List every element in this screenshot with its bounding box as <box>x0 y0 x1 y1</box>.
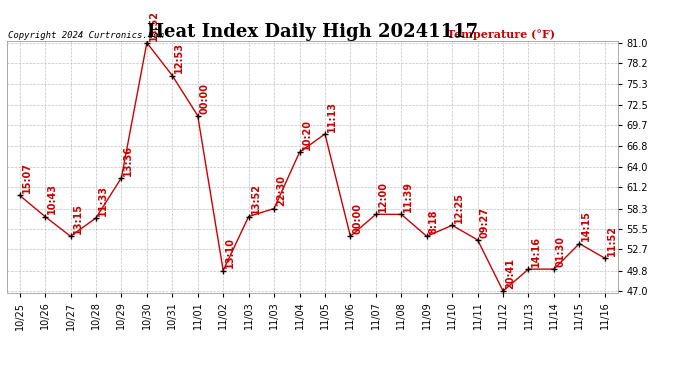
Text: Copyright 2024 Curtronics.com: Copyright 2024 Curtronics.com <box>8 31 164 40</box>
Text: 10:43: 10:43 <box>47 183 57 214</box>
Text: 14:16: 14:16 <box>531 236 540 267</box>
Text: 13:10: 13:10 <box>225 237 235 268</box>
Text: 00:00: 00:00 <box>200 82 210 114</box>
Text: 15:07: 15:07 <box>21 162 32 193</box>
Text: 12:53: 12:53 <box>175 42 184 74</box>
Text: 01:30: 01:30 <box>556 236 566 267</box>
Text: 12:00: 12:00 <box>378 181 388 212</box>
Text: 09:27: 09:27 <box>480 207 490 238</box>
Text: 11:13: 11:13 <box>327 101 337 132</box>
Text: 11:33: 11:33 <box>98 185 108 216</box>
Text: 20:41: 20:41 <box>505 258 515 289</box>
Text: 13:52: 13:52 <box>250 183 261 214</box>
Text: 11:52: 11:52 <box>607 225 617 256</box>
Title: Heat Index Daily High 20241117: Heat Index Daily High 20241117 <box>147 23 477 41</box>
Text: 13:15: 13:15 <box>72 203 83 234</box>
Text: 13:52: 13:52 <box>149 9 159 40</box>
Text: 14:15: 14:15 <box>582 210 591 242</box>
Text: 11:39: 11:39 <box>404 181 413 212</box>
Text: 13:36: 13:36 <box>124 145 133 176</box>
Text: 12:25: 12:25 <box>454 192 464 223</box>
Text: 22:30: 22:30 <box>276 176 286 206</box>
Text: Temperature (°F): Temperature (°F) <box>446 29 555 40</box>
Text: 00:00: 00:00 <box>353 203 362 234</box>
Text: 8:18: 8:18 <box>428 210 439 234</box>
Text: 10:20: 10:20 <box>302 119 312 150</box>
